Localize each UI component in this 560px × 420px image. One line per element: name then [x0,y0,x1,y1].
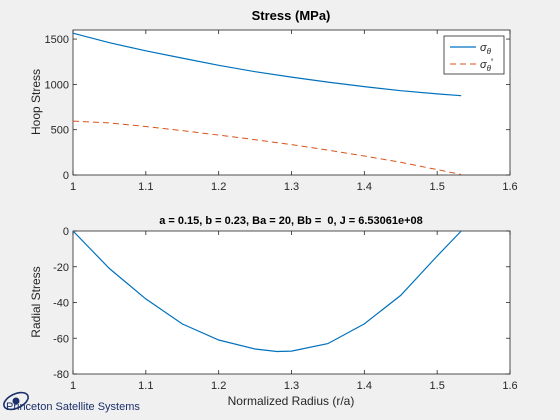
bottom-axes-box [72,230,511,375]
top-axes-box [72,29,511,176]
bottom-x-ticks: 1 1.1 1.2 1.3 1.4 1.5 1.6 [70,231,518,392]
logo-text: Princeton Satellite Systems [6,401,140,413]
top-y-tick-label: 1000 [45,79,69,91]
bottom-y-tick-label: 0 [63,226,69,238]
bottom-subplot: a = 0.15, b = 0.23, Ba = 20, Bb = 0, J =… [29,215,518,408]
legend-box [443,35,505,75]
bottom-x-tick-label: 1.6 [502,380,517,392]
top-y-ticks: 0 500 1000 1500 [45,34,510,182]
bottom-chart-subtitle: a = 0.15, b = 0.23, Ba = 20, Bb = 0, J =… [159,215,423,227]
top-y-tick-label: 0 [63,170,69,182]
top-x-tick-label: 1.6 [502,181,517,193]
top-x-tick-label: 1.2 [211,181,226,193]
bottom-y-ticks: -80 -60 -40 -20 0 [53,226,510,381]
top-series-line-0 [72,32,462,97]
company-logo: Princeton Satellite Systems [3,391,140,413]
logo-planet-icon [12,397,20,405]
top-x-tick-label: 1.5 [430,181,445,193]
top-series-line-1 [72,120,462,175]
bottom-x-tick-label: 1.2 [211,380,226,392]
top-x-ticks: 1 1.1 1.2 1.3 1.4 1.5 1.6 [70,30,518,193]
top-subplot: Stress (MPa) Hoop Stress 1 1.1 1.2 1.3 1.4 1.… [29,8,518,193]
bottom-y-tick-label: -20 [53,262,69,274]
top-x-tick-label: 1.1 [138,181,153,193]
bottom-x-axis-label: Normalized Radius (r/a) [228,394,355,408]
bottom-x-tick-label: 1.1 [138,380,153,392]
top-x-tick-label: 1.4 [357,181,372,193]
bottom-x-tick-label: 1.3 [284,380,299,392]
top-y-axis-label: Hoop Stress [29,69,43,135]
bottom-series-lines [72,230,462,353]
bottom-y-axis-label: Radial Stress [29,266,43,337]
top-x-tick-label: 1 [70,181,76,193]
top-y-tick-label: 1500 [45,34,69,46]
top-y-tick-label: 500 [51,125,69,137]
top-x-tick-label: 1.3 [284,181,299,193]
top-series-lines [72,32,462,175]
bottom-y-tick-label: -60 [53,333,69,345]
legend-label-hoop: σθ [480,42,492,56]
top-chart-title: Stress (MPa) [252,8,331,23]
bottom-x-tick-label: 1.5 [430,380,445,392]
top-legend: σθ σθ' [443,35,505,75]
bottom-x-tick-label: 1 [70,380,76,392]
bottom-y-tick-label: -40 [53,298,69,310]
bottom-series-line-0 [72,230,462,353]
logo-orbit-icon [3,391,29,411]
legend-label-hoop-prime: σθ' [480,57,493,73]
bottom-x-tick-label: 1.4 [357,380,372,392]
bottom-y-tick-label: -80 [53,369,69,381]
